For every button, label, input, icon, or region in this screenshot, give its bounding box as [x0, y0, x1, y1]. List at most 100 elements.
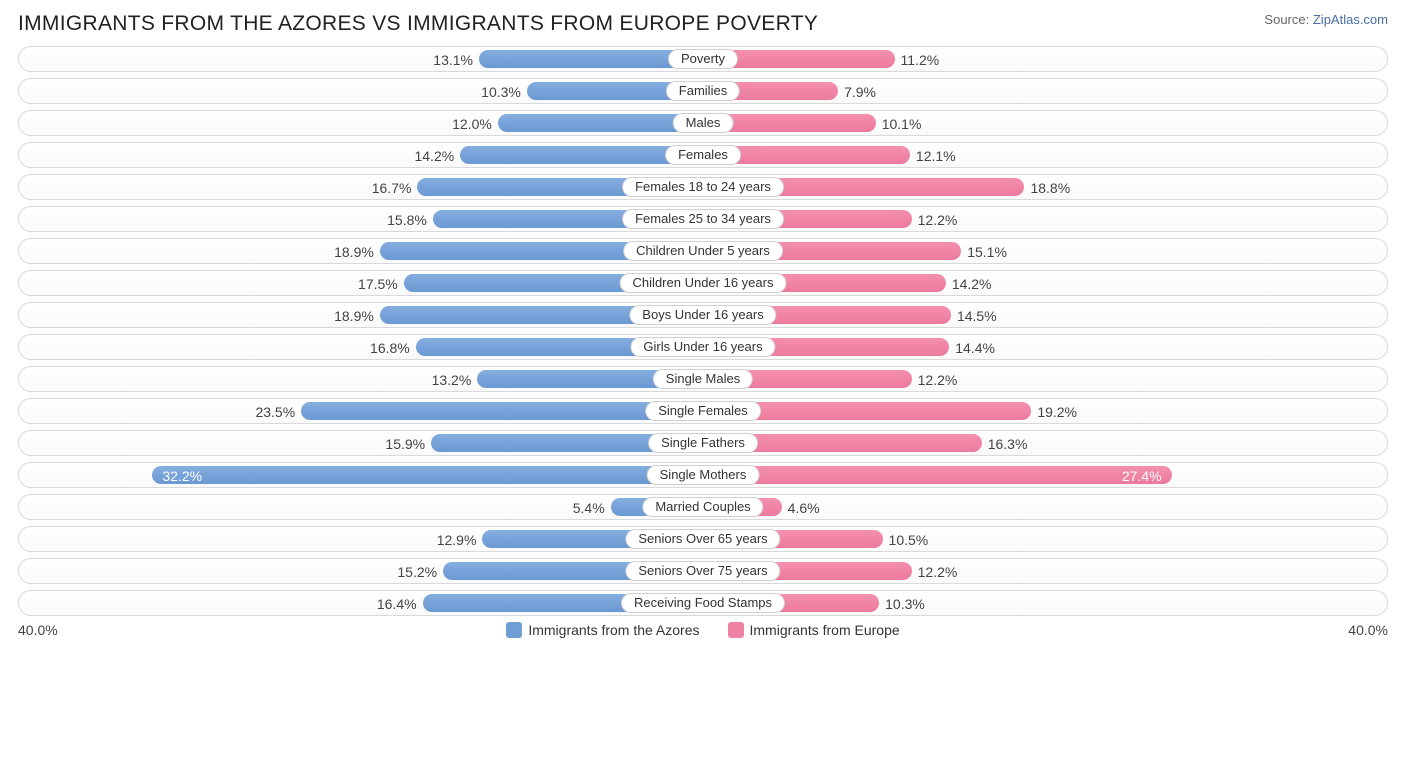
value-right: 12.1%	[910, 143, 970, 169]
row-track: 18.9% 15.1% Children Under 5 years	[18, 238, 1388, 264]
chart-row: 15.9% 16.3% Single Fathers	[18, 430, 1388, 456]
category-label: Children Under 5 years	[623, 241, 783, 261]
chart-row: 23.5% 19.2% Single Females	[18, 398, 1388, 424]
chart-header: IMMIGRANTS FROM THE AZORES VS IMMIGRANTS…	[18, 12, 1388, 36]
value-right: 16.3%	[982, 431, 1042, 457]
value-right: 12.2%	[912, 559, 972, 585]
row-track: 13.1% 11.2% Poverty	[18, 46, 1388, 72]
value-left: 15.8%	[373, 207, 433, 233]
value-right: 10.5%	[883, 527, 943, 553]
value-left: 13.2%	[417, 367, 477, 393]
value-left: 13.1%	[419, 47, 479, 73]
value-left: 23.5%	[241, 399, 301, 425]
category-label: Boys Under 16 years	[629, 305, 776, 325]
row-track: 14.2% 12.1% Females	[18, 142, 1388, 168]
chart-row: 13.2% 12.2% Single Males	[18, 366, 1388, 392]
value-right: 14.2%	[946, 271, 1006, 297]
category-label: Males	[673, 113, 734, 133]
chart-row: 16.7% 18.8% Females 18 to 24 years	[18, 174, 1388, 200]
row-track: 32.2%27.4%Single Mothers	[18, 462, 1388, 488]
chart-row: 10.3% 7.9% Families	[18, 78, 1388, 104]
legend-label-right: Immigrants from Europe	[750, 622, 900, 638]
chart-row: 5.4% 4.6% Married Couples	[18, 494, 1388, 520]
value-left: 17.5%	[344, 271, 404, 297]
value-left: 5.4%	[551, 495, 611, 521]
value-right: 15.1%	[961, 239, 1021, 265]
source-link[interactable]: ZipAtlas.com	[1313, 12, 1388, 27]
category-label: Families	[666, 81, 740, 101]
chart-row: 12.9%10.5%Seniors Over 65 years	[18, 526, 1388, 552]
chart-row: 18.9% 15.1% Children Under 5 years	[18, 238, 1388, 264]
chart-row: 13.1% 11.2% Poverty	[18, 46, 1388, 72]
legend-swatch-right	[728, 622, 744, 638]
row-track: 15.9% 16.3% Single Fathers	[18, 430, 1388, 456]
value-right: 4.6%	[782, 495, 842, 521]
value-right: 19.2%	[1031, 399, 1091, 425]
value-right: 11.2%	[895, 47, 955, 73]
value-right: 12.2%	[912, 367, 972, 393]
legend-item-left: Immigrants from the Azores	[506, 622, 699, 638]
legend-label-left: Immigrants from the Azores	[528, 622, 699, 638]
row-track: 12.0% 10.1% Males	[18, 110, 1388, 136]
value-left: 16.8%	[356, 335, 416, 361]
source-attribution: Source: ZipAtlas.com	[1264, 12, 1388, 27]
row-track: 10.3% 7.9% Families	[18, 78, 1388, 104]
value-left: 16.4%	[363, 591, 423, 617]
chart-title: IMMIGRANTS FROM THE AZORES VS IMMIGRANTS…	[18, 12, 818, 36]
chart-footer: 40.0% Immigrants from the Azores Immigra…	[18, 622, 1388, 638]
chart-row: 16.8% 14.4% Girls Under 16 years	[18, 334, 1388, 360]
value-right: 27.4%	[703, 463, 1172, 489]
category-label: Single Females	[645, 401, 761, 421]
bar-left	[301, 402, 703, 420]
row-track: 18.9% 14.5% Boys Under 16 years	[18, 302, 1388, 328]
value-left: 32.2%	[152, 463, 703, 489]
value-left: 10.3%	[467, 79, 527, 105]
value-left: 15.9%	[371, 431, 431, 457]
value-right: 18.8%	[1024, 175, 1084, 201]
row-track: 12.9%10.5%Seniors Over 65 years	[18, 526, 1388, 552]
value-right: 14.4%	[949, 335, 1009, 361]
row-track: 16.7% 18.8% Females 18 to 24 years	[18, 174, 1388, 200]
axis-max-right: 40.0%	[1328, 622, 1388, 638]
value-right: 10.1%	[876, 111, 936, 137]
row-track: 16.8% 14.4% Girls Under 16 years	[18, 334, 1388, 360]
row-track: 15.2%12.2%Seniors Over 75 years	[18, 558, 1388, 584]
category-label: Females	[665, 145, 741, 165]
value-left: 16.7%	[357, 175, 417, 201]
value-left: 14.2%	[400, 143, 460, 169]
legend-swatch-left	[506, 622, 522, 638]
category-label: Children Under 16 years	[620, 273, 787, 293]
row-track: 5.4% 4.6% Married Couples	[18, 494, 1388, 520]
legend-item-right: Immigrants from Europe	[728, 622, 900, 638]
row-track: 16.4% 10.3% Receiving Food Stamps	[18, 590, 1388, 616]
value-left: 18.9%	[320, 303, 380, 329]
value-right: 14.5%	[951, 303, 1011, 329]
category-label: Single Mothers	[647, 465, 760, 485]
diverging-bar-chart: 13.1%11.2%Poverty10.3%7.9%Families12.0%1…	[18, 46, 1388, 616]
category-label: Seniors Over 75 years	[625, 561, 780, 581]
category-label: Single Males	[653, 369, 753, 389]
row-track: 13.2% 12.2% Single Males	[18, 366, 1388, 392]
axis-max-left: 40.0%	[18, 622, 78, 638]
category-label: Seniors Over 65 years	[625, 529, 780, 549]
chart-row: 14.2% 12.1% Females	[18, 142, 1388, 168]
value-right: 7.9%	[838, 79, 898, 105]
category-label: Females 18 to 24 years	[622, 177, 784, 197]
row-track: 23.5% 19.2% Single Females	[18, 398, 1388, 424]
chart-row: 16.4% 10.3% Receiving Food Stamps	[18, 590, 1388, 616]
chart-row: 17.5% 14.2% Children Under 16 years	[18, 270, 1388, 296]
category-label: Married Couples	[642, 497, 763, 517]
chart-legend: Immigrants from the Azores Immigrants fr…	[78, 622, 1328, 638]
category-label: Females 25 to 34 years	[622, 209, 784, 229]
value-left: 12.0%	[438, 111, 498, 137]
chart-row: 15.2%12.2%Seniors Over 75 years	[18, 558, 1388, 584]
chart-row: 15.8%12.2%Females 25 to 34 years	[18, 206, 1388, 232]
category-label: Receiving Food Stamps	[621, 593, 785, 613]
category-label: Poverty	[668, 49, 738, 69]
category-label: Single Fathers	[648, 433, 758, 453]
value-left: 18.9%	[320, 239, 380, 265]
chart-row: 18.9% 14.5% Boys Under 16 years	[18, 302, 1388, 328]
value-right: 10.3%	[879, 591, 939, 617]
chart-row: 12.0% 10.1% Males	[18, 110, 1388, 136]
category-label: Girls Under 16 years	[630, 337, 775, 357]
